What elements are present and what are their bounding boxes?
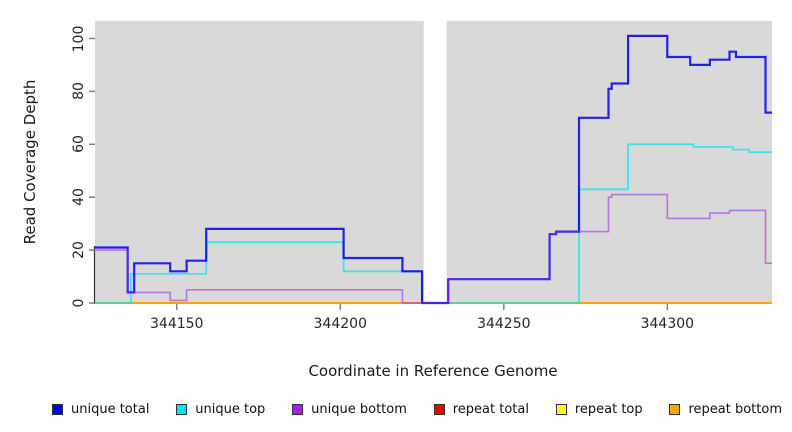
legend-label: unique total <box>71 401 150 417</box>
legend-item-unique-total: unique total <box>52 402 149 417</box>
y-tick-label: 40 <box>71 188 87 207</box>
x-tick-label: 344300 <box>640 316 695 332</box>
legend-label: unique bottom <box>311 401 407 417</box>
series-line-unique-top <box>95 143 772 304</box>
legend-item-repeat-total: repeat total <box>433 401 529 417</box>
y-tick-label: 100 <box>71 25 87 52</box>
y-tick-label: 0 <box>71 298 87 308</box>
series-line-unique-bottom <box>95 193 772 304</box>
legend-label: unique top <box>195 401 266 417</box>
masked-region <box>423 21 447 304</box>
legend-item-repeat-bottom: repeat bottom <box>669 402 782 417</box>
legend-swatch-icon <box>433 403 445 415</box>
legend-item-unique-top: unique top <box>176 402 265 417</box>
y-tick-label: 60 <box>71 135 87 154</box>
legend-item-unique-bottom: unique bottom <box>292 402 407 417</box>
x-tick-label: 344150 <box>150 316 204 332</box>
legend-label: repeat bottom <box>688 401 782 417</box>
x-tick-label: 344200 <box>313 316 367 332</box>
y-tick-label: 80 <box>71 82 87 101</box>
legend-swatch-icon <box>292 403 304 415</box>
legend-swatch-icon <box>176 403 188 415</box>
legend-swatch-icon <box>669 403 681 415</box>
legend-label: repeat total <box>452 401 529 417</box>
x-axis-title: Coordinate in Reference Genome <box>308 362 558 380</box>
x-tick-label: 344250 <box>477 316 531 332</box>
y-axis-title: Read Coverage Depth <box>21 79 39 245</box>
legend-label: repeat top <box>574 401 643 417</box>
legend: unique total unique top unique bottom repea… <box>52 399 782 419</box>
legend-swatch-icon <box>555 403 567 415</box>
legend-swatch-icon <box>52 403 63 415</box>
legend-item-repeat-top: repeat top <box>555 401 643 417</box>
y-tick-label: 20 <box>71 241 87 260</box>
